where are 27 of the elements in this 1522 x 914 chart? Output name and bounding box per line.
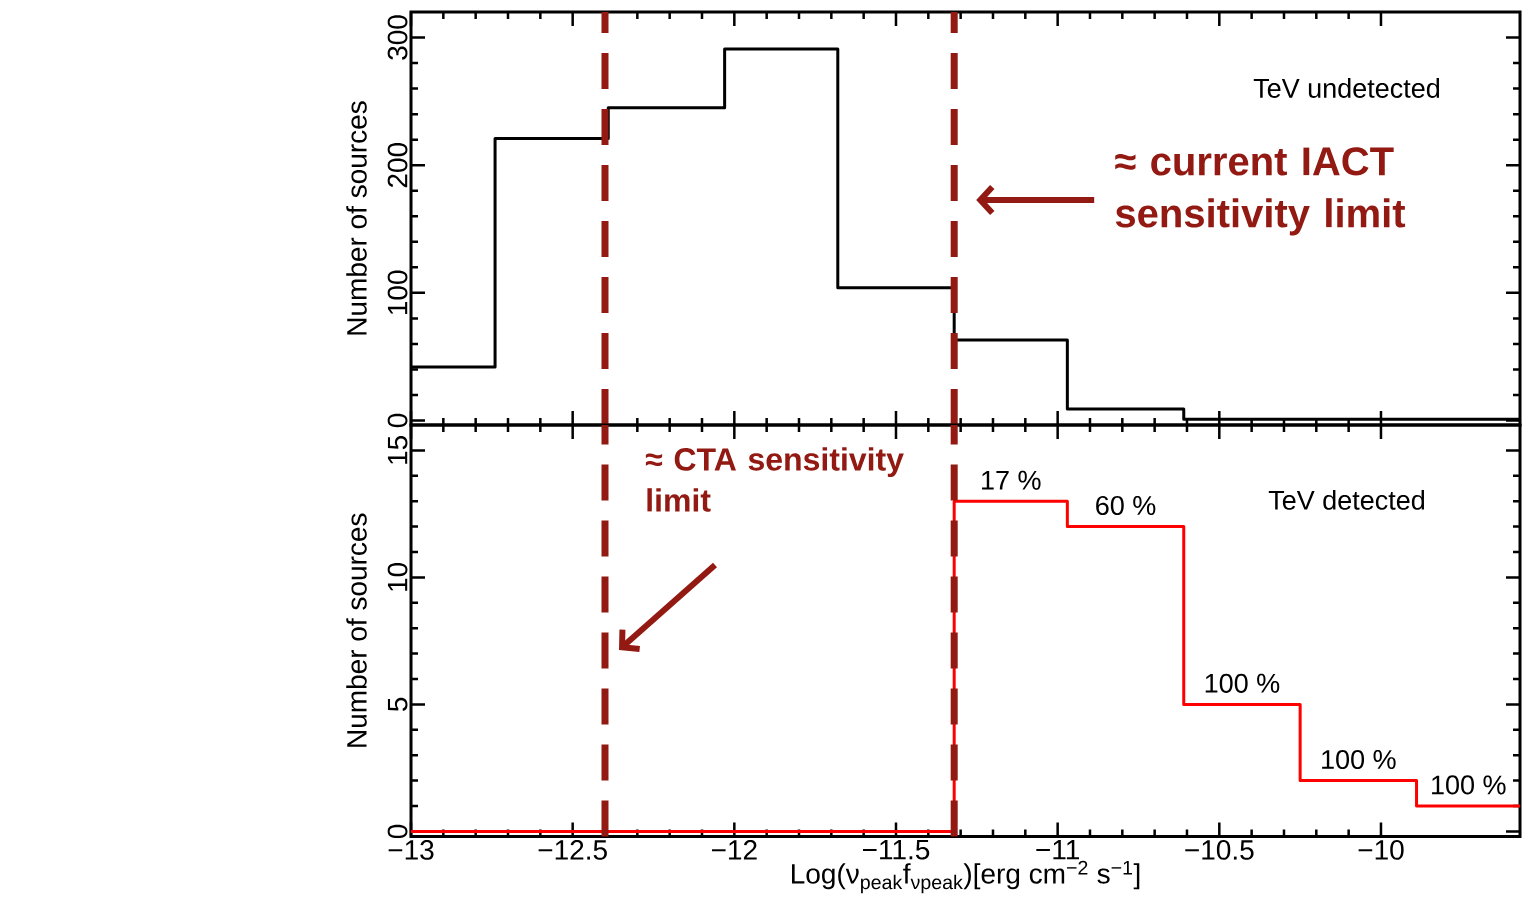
text: Log(ν$_{peak}$f$_{νpeak}$)[erg cm$^{−2}$ s$^{−1}$]	[792, 860, 1140, 894]
x-tick-label: −11.5	[862, 840, 930, 860]
y-tick-label: 0	[387, 824, 408, 839]
y-tick-label: 0	[387, 413, 408, 428]
x-tick-label: −12	[711, 840, 757, 860]
annotation: 100 %	[1432, 775, 1506, 795]
x-tick-label: −12.5	[538, 840, 607, 860]
annotation: TeV undetected	[1253, 78, 1440, 98]
annotation: TeV detected	[1268, 489, 1425, 510]
y-tick-label: 10	[387, 562, 408, 591]
ref-line-label: ≈ current IACT sensitivity limit	[1115, 147, 1406, 236]
y-tick-label: 300	[387, 15, 408, 60]
y-tick-label: 15	[387, 436, 408, 464]
x-tick-label: −13	[388, 840, 434, 860]
x-tick-label: −10.5	[1185, 840, 1254, 860]
annotation: 100 %	[1322, 749, 1396, 770]
annotation: 100 %	[1205, 673, 1280, 693]
y-tick-label: 100	[387, 270, 408, 315]
y-axis-title: Number of sources	[346, 513, 367, 747]
x-tick-label: −11	[1036, 840, 1079, 860]
y-tick-label: 200	[387, 142, 408, 188]
annotation: 60 %	[1096, 495, 1156, 516]
annotation: 17 %	[982, 470, 1041, 490]
ref-line-label: ≈ CTA sensitivity limit	[645, 447, 904, 512]
y-tick-label: 5	[387, 697, 408, 712]
x-tick-label: −10	[1358, 840, 1404, 860]
y-axis-title: Number of sources	[346, 101, 367, 335]
